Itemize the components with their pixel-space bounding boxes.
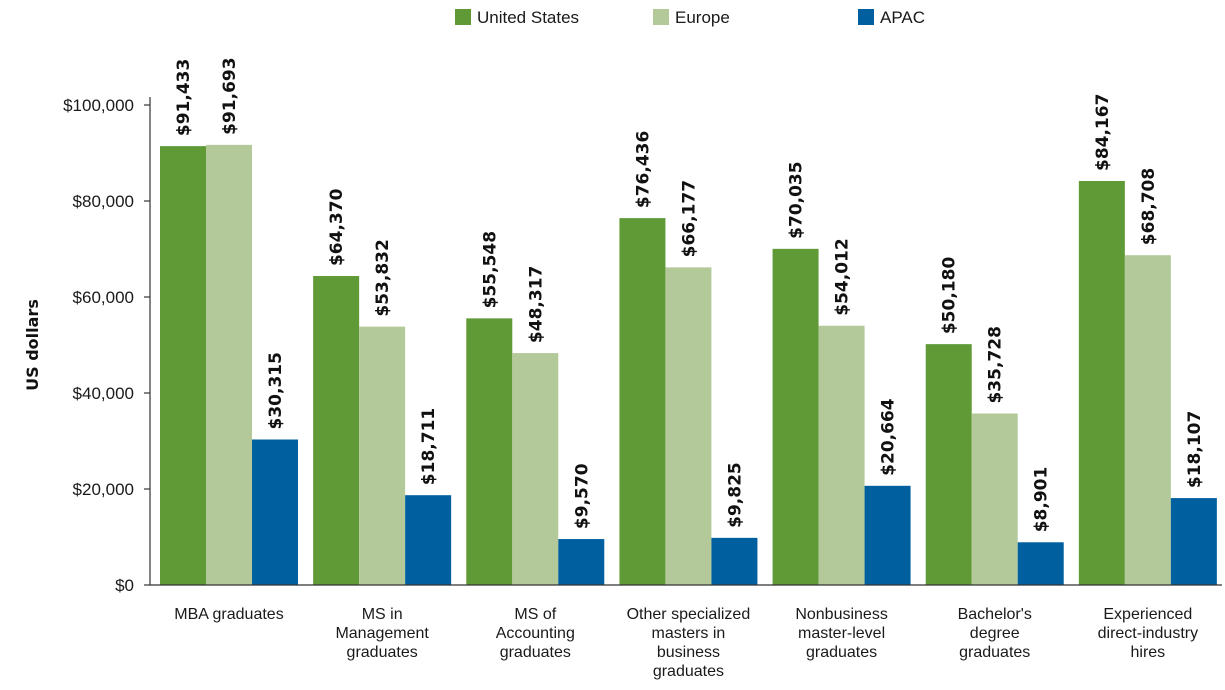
x-category-label: Nonbusiness master-level graduates — [795, 606, 888, 661]
bar-apac — [1017, 542, 1064, 585]
data-label: $84,167 — [1093, 94, 1113, 171]
x-category-label-line: MS of — [514, 606, 556, 623]
x-category-label-line: graduates — [347, 644, 418, 661]
bar-united-states — [313, 276, 360, 585]
x-category-label-line: Nonbusiness — [795, 606, 888, 623]
bar-apac — [711, 537, 758, 585]
legend-label: APAC — [880, 8, 925, 27]
bar-europe — [512, 353, 559, 585]
data-label: $18,711 — [419, 408, 439, 485]
x-category-label-line: direct-industry — [1098, 625, 1198, 642]
x-category-label: MBA graduates — [174, 606, 283, 623]
y-tick-label: $100,000 — [63, 96, 134, 115]
y-tick-label: $0 — [115, 576, 134, 595]
y-axis-ticks: $0 $20,000 $40,000 $60,000 $80,000 $100,000 — [63, 96, 150, 595]
data-label: $70,035 — [787, 161, 807, 238]
data-label: $20,664 — [879, 398, 899, 476]
bar-united-states — [925, 344, 972, 585]
x-category-label: MS in Management graduates — [335, 606, 429, 661]
x-category-label-line: master-level — [798, 625, 885, 642]
x-category-label: Other specialized masters in business gradu… — [627, 606, 751, 680]
legend-swatch — [653, 9, 669, 25]
bar-europe — [1124, 255, 1171, 585]
x-category-label-line: Management — [335, 625, 429, 642]
chart-legend: United States Europe APAC — [455, 8, 925, 27]
y-tick-label: $80,000 — [73, 192, 134, 211]
x-category-label-line: degree — [970, 625, 1020, 642]
data-label: $76,436 — [633, 131, 653, 208]
bar-europe — [971, 413, 1018, 585]
x-category-label-line: graduates — [959, 644, 1030, 661]
legend-swatch — [455, 9, 471, 25]
data-label: $9,570 — [572, 463, 592, 529]
x-category-label-line: business — [657, 644, 720, 661]
x-category-label-line: Other specialized — [627, 606, 751, 623]
x-category-label-line: Bachelor's — [958, 606, 1032, 623]
data-label: $8,901 — [1032, 467, 1052, 533]
data-label: $55,548 — [480, 231, 500, 308]
data-label: $30,315 — [266, 352, 286, 429]
x-category-label-line: graduates — [500, 644, 571, 661]
data-label: $91,433 — [174, 59, 194, 136]
bar-series-group — [160, 144, 1217, 586]
y-tick-label: $40,000 — [73, 384, 134, 403]
bar-united-states — [1078, 180, 1125, 585]
bar-apac — [405, 495, 452, 585]
legend-label: United States — [477, 8, 579, 27]
bar-europe — [359, 326, 406, 585]
x-category-label: Bachelor's degree graduates — [958, 606, 1032, 661]
y-tick-label: $60,000 — [73, 288, 134, 307]
data-labels-group: $91,433 $64,370 $55,548 $76,436 $70,035 $50,1… — [174, 57, 1205, 532]
data-label: $35,728 — [986, 326, 1006, 403]
bar-united-states — [466, 318, 513, 585]
x-category-label-line: hires — [1131, 644, 1166, 661]
bar-united-states — [772, 248, 819, 585]
data-label: $50,180 — [940, 257, 960, 335]
data-label: $48,317 — [526, 266, 546, 343]
data-label: $53,832 — [373, 239, 393, 316]
bar-europe — [665, 267, 712, 585]
x-category-label: Experienced direct-industry hires — [1098, 606, 1198, 661]
x-category-label-line: graduates — [806, 644, 877, 661]
data-label: $68,708 — [1139, 168, 1159, 245]
data-label: $91,693 — [220, 57, 240, 134]
x-category-label-line: Experienced — [1103, 606, 1192, 623]
data-label: $64,370 — [327, 188, 347, 266]
bar-united-states — [160, 146, 206, 586]
y-axis-label: US dollars — [23, 299, 42, 391]
legend-label: Europe — [675, 8, 730, 27]
x-category-label-line: Accounting — [496, 625, 575, 642]
bar-united-states — [619, 218, 666, 586]
bar-europe — [818, 325, 865, 585]
x-category-label: MS of Accounting graduates — [496, 606, 575, 661]
bar-apac — [1170, 498, 1217, 585]
bar-apac — [252, 439, 298, 585]
x-category-label-line: masters in — [652, 625, 726, 642]
y-tick-label: $20,000 — [73, 480, 134, 499]
x-category-label-line: graduates — [653, 663, 724, 680]
legend-swatch — [858, 9, 874, 25]
data-label: $66,177 — [679, 180, 699, 257]
bar-europe — [206, 144, 252, 585]
data-label: $9,825 — [725, 462, 745, 528]
x-axis-categories: MBA graduates MS in Management graduatesMS … — [174, 606, 1198, 680]
data-label: $18,107 — [1185, 411, 1205, 488]
bar-apac — [558, 539, 605, 585]
x-category-label-line: MS in — [362, 606, 403, 623]
bar-apac — [864, 485, 911, 585]
data-label: $54,012 — [833, 238, 853, 315]
x-category-label-line: MBA graduates — [174, 606, 283, 623]
